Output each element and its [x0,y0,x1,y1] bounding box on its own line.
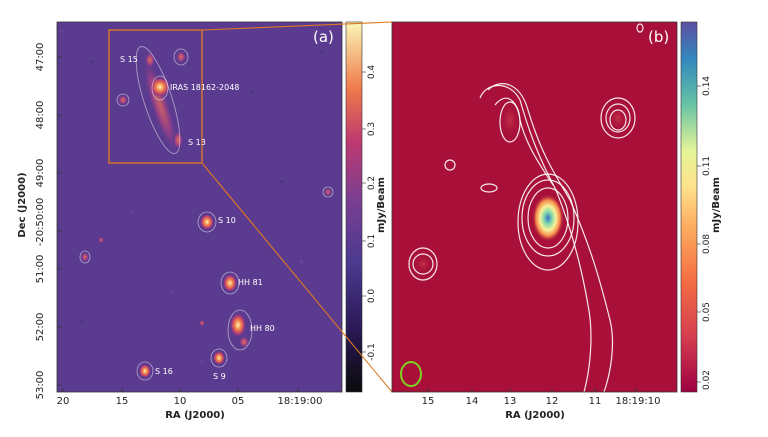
panel-b-contours [408,23,644,393]
source-label: S 15 [120,55,138,64]
colorbar-b-tick: 0.05 [702,302,712,322]
source-label: S 9 [213,372,226,381]
panel-a-xlabel: RA (J2000) [165,410,225,421]
y-tick-label: 49:00 [35,159,46,188]
colorbar-b-tick: 0.02 [702,370,712,390]
zoom-connectors [201,21,393,393]
colorbar-a-tick: 0.0 [367,289,377,304]
panel-b: (b) 15 14 13 12 11 18:19:10 RA (J2000) [391,21,678,421]
x-tick-label: 20 [57,396,70,407]
panel-a-emission [81,51,332,378]
panel-a-x-ticks [62,388,299,392]
colorbar-a-tick: 0.2 [367,176,377,190]
colorbar-a-tick: -0.1 [367,343,377,361]
colorbar-a: 0.4 0.3 0.2 0.1 0.0 -0.1 mJy/Beam [345,21,387,393]
zoom-box [108,29,203,164]
panel-a-ylabel: Dec (J2000) [17,172,28,237]
colorbar-b: 0.14 0.11 0.08 0.05 0.02 mJy/Beam [680,21,722,393]
source-label: S 13 [188,138,206,147]
panel-b-xlabel: RA (J2000) [505,410,565,421]
colorbar-a-tick: 0.4 [367,65,377,80]
source-label: S 10 [218,216,236,225]
x-tick-label: 11 [589,396,602,407]
x-tick-label: 18:19:10 [616,396,661,407]
y-tick-label: 47:00 [35,43,46,72]
colorbar-a-tick: 0.1 [367,234,377,248]
colorbar-b-tick: 0.11 [702,156,712,176]
x-tick-label: 14 [466,396,479,407]
colorbar-a-tick: 0.3 [367,122,377,136]
panel-a-contours [79,46,334,381]
x-tick-label: 10 [174,396,187,407]
colorbar-b-label: mJy/Beam [711,177,722,233]
y-tick-label: -20:50:00 [35,198,46,247]
panel-a-tag: (a) [313,28,334,46]
panel-a-image [57,22,342,392]
colorbar-a-label: mJy/Beam [376,177,387,233]
source-label: IRAS 18162-2048 [170,83,239,92]
source-label: HH 80 [250,324,275,333]
panel-a-y-ticks [57,56,61,386]
y-tick-label: 48:00 [35,101,46,130]
source-label: S 16 [155,367,173,376]
y-tick-label: 52:00 [35,313,46,342]
x-tick-label: 15 [422,396,435,407]
panel-a: S 15 IRAS 18162-2048 S 13 S 10 HH 81 HH … [17,21,343,421]
x-tick-label: 15 [116,396,129,407]
x-tick-label: 13 [504,396,517,407]
panel-b-tag: (b) [648,28,669,46]
y-tick-label: 53:00 [35,371,46,400]
y-tick-label: 51:00 [35,255,46,284]
x-tick-label: 05 [232,396,245,407]
beam-ellipse [400,361,422,387]
x-tick-label: 12 [546,396,559,407]
panel-b-x-ticks [427,388,637,392]
source-label: HH 81 [238,278,263,287]
colorbar-b-tick: 0.14 [702,76,712,96]
x-tick-label: 18:19:00 [278,396,323,407]
panel-a-noise [60,30,323,363]
colorbar-b-tick: 0.08 [702,234,712,254]
